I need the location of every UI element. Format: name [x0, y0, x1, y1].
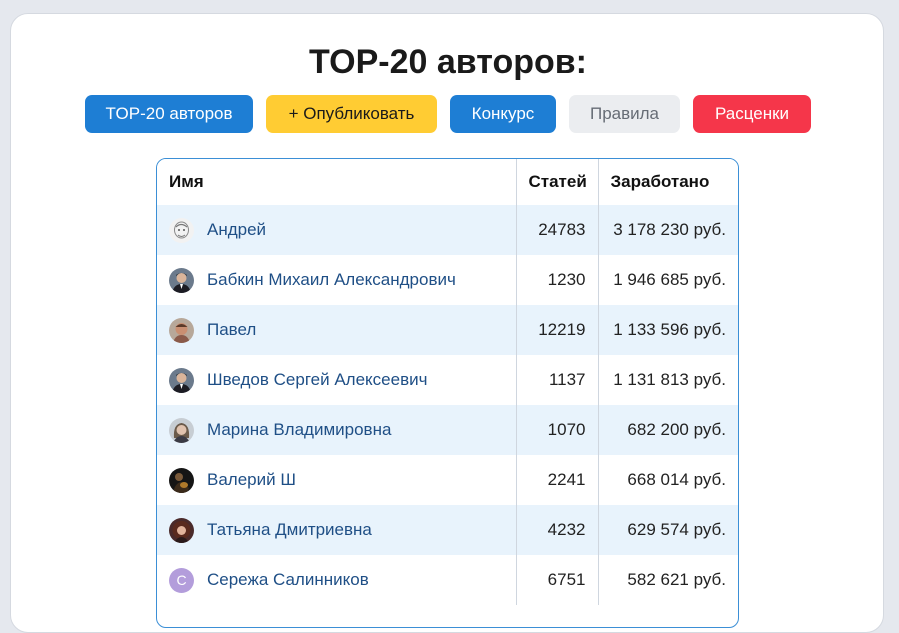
- publish-button[interactable]: + Опубликовать: [266, 95, 437, 133]
- nav-buttons: TOP-20 авторов + Опубликовать Конкурс Пр…: [11, 95, 885, 133]
- prices-button[interactable]: Расценки: [693, 95, 811, 133]
- author-name-link[interactable]: Павел: [207, 320, 257, 339]
- avatar[interactable]: С: [169, 567, 194, 593]
- author-name-link[interactable]: Валерий Ш: [207, 470, 296, 489]
- cell-articles: 6751: [515, 555, 599, 605]
- cell-earned: 3 178 230 руб.: [598, 205, 738, 255]
- author-name-link[interactable]: Бабкин Михаил Александрович: [207, 270, 456, 289]
- table-row: Бабкин Михаил Александрович 1230 1 946 685…: [157, 255, 738, 305]
- main-card: TOP-20 авторов: TOP-20 авторов + Опублик…: [10, 13, 884, 633]
- cell-name: Павел: [157, 305, 516, 355]
- cell-articles: 12219: [515, 305, 599, 355]
- cell-articles: 1070: [515, 405, 599, 455]
- table-row: Шведов Сергей Алексеевич 1137 1 131 813 ру…: [157, 355, 738, 405]
- cell-articles: 4232: [515, 505, 599, 555]
- cell-earned: 629 574 руб.: [598, 505, 738, 555]
- cell-articles: 1137: [515, 355, 599, 405]
- author-name-link[interactable]: Татьяна Дмитриевна: [207, 520, 372, 539]
- header-name: Имя: [157, 159, 516, 205]
- header-earned: Заработано: [598, 159, 738, 205]
- cell-name: С Сережа Салинников: [157, 555, 516, 605]
- cell-name: Валерий Ш: [157, 455, 516, 505]
- author-name-link[interactable]: Сережа Салинников: [207, 570, 369, 589]
- cell-articles: 2241: [515, 455, 599, 505]
- page-title: TOP-20 авторов:: [309, 43, 587, 81]
- authors-table: Имя Статей Заработано Андрей 24783 3 178 2…: [156, 158, 739, 628]
- table-row: Павел 12219 1 133 596 руб.: [157, 305, 738, 355]
- avatar[interactable]: [169, 217, 194, 243]
- table-row: Андрей 24783 3 178 230 руб.: [157, 205, 738, 255]
- cell-name: Марина Владимировна: [157, 405, 516, 455]
- header-articles: Статей: [515, 159, 599, 205]
- cell-articles: 1230: [515, 255, 599, 305]
- table-row: Валерий Ш 2241 668 014 руб.: [157, 455, 738, 505]
- table-row: Татьяна Дмитриевна 4232 629 574 руб.: [157, 505, 738, 555]
- avatar[interactable]: [169, 517, 194, 543]
- cell-name: Андрей: [157, 205, 516, 255]
- cell-earned: 1 133 596 руб.: [598, 305, 738, 355]
- table-row: Марина Владимировна 1070 682 200 руб.: [157, 405, 738, 455]
- contest-button[interactable]: Конкурс: [450, 95, 556, 133]
- avatar[interactable]: [169, 467, 194, 493]
- rules-button[interactable]: Правила: [569, 95, 680, 133]
- avatar-letter: С: [176, 571, 187, 588]
- table-header-row: Имя Статей Заработано: [157, 159, 738, 205]
- cell-name: Бабкин Михаил Александрович: [157, 255, 516, 305]
- author-name-link[interactable]: Андрей: [207, 220, 267, 239]
- avatar[interactable]: [169, 317, 194, 343]
- avatar[interactable]: [169, 367, 194, 393]
- cell-earned: 1 131 813 руб.: [613, 370, 726, 389]
- author-name-link[interactable]: Марина Владимировна: [207, 420, 392, 439]
- cell-earned: 582 621 руб.: [627, 570, 726, 589]
- cell-earned: 682 200 руб.: [598, 405, 738, 455]
- cell-earned: 668 014 руб.: [627, 470, 726, 489]
- cell-name: Шведов Сергей Алексеевич: [157, 355, 516, 405]
- author-name-link[interactable]: Шведов Сергей Алексеевич: [207, 370, 428, 389]
- avatar[interactable]: [169, 417, 194, 443]
- avatar[interactable]: [169, 267, 194, 293]
- top20-button[interactable]: TOP-20 авторов: [85, 95, 253, 133]
- cell-name: Татьяна Дмитриевна: [157, 505, 516, 555]
- table-row: С Сережа Салинников 6751 582 621 руб.: [157, 555, 738, 605]
- cell-articles: 24783: [515, 205, 599, 255]
- cell-earned: 1 946 685 руб.: [613, 270, 726, 289]
